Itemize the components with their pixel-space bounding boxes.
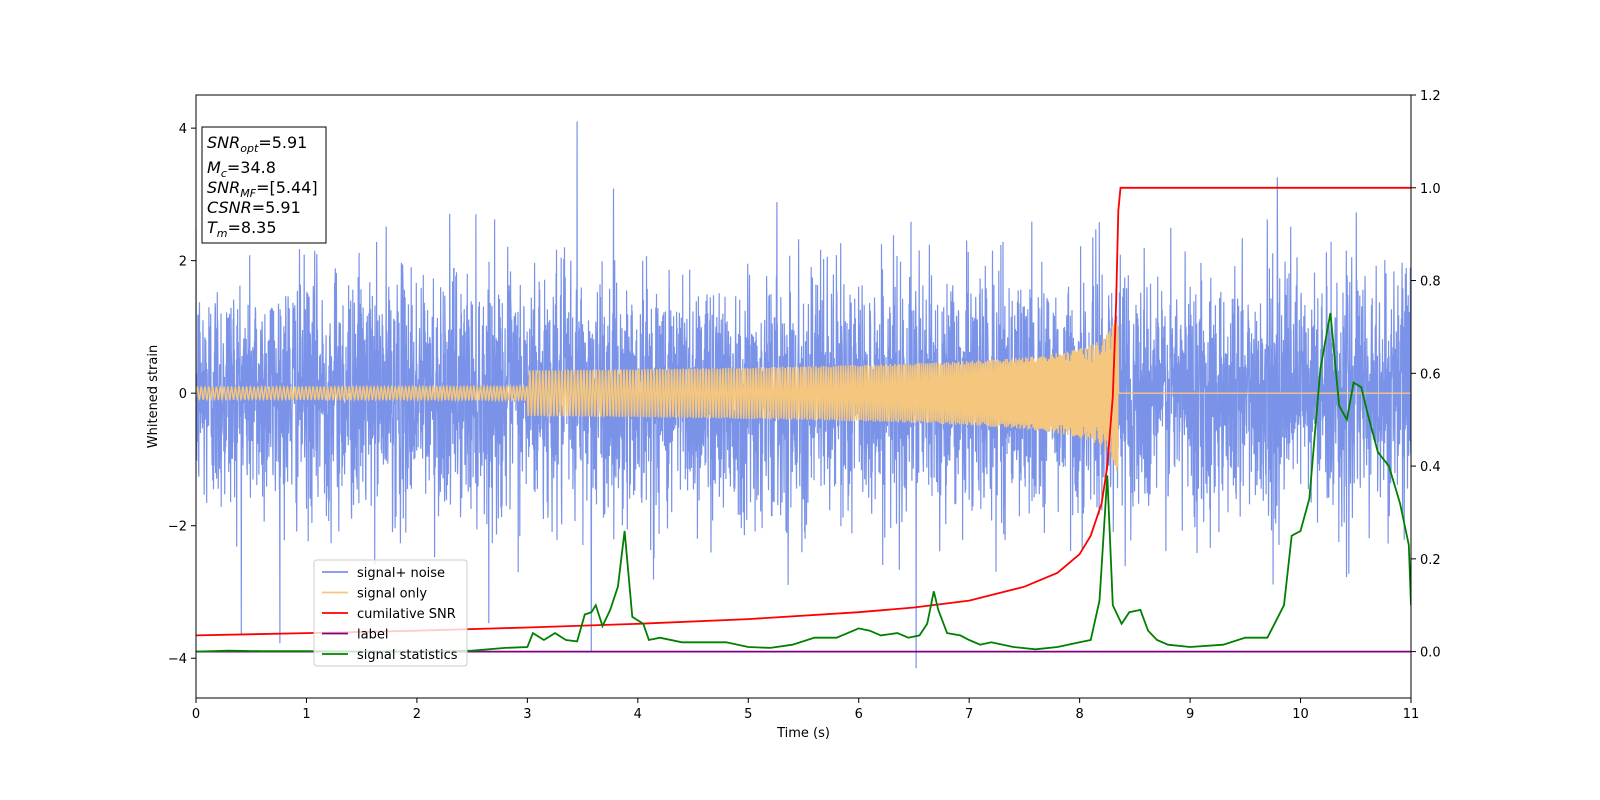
legend-entry-label: label — [357, 628, 388, 643]
x-tick-label: 3 — [523, 707, 531, 722]
legend-entry-label: cumilative SNR — [357, 607, 456, 622]
axes: 0 1 2 3 4 5 6 7 8 9 10 11 4 2 0 −2 −4 1.2 1.0 0.8 0.6 0.4 0.2 0… — [168, 89, 1441, 722]
x-tick-label: 10 — [1292, 707, 1309, 722]
x-tick-label: 1 — [302, 707, 310, 722]
x-tick-label: 9 — [1186, 707, 1194, 722]
y-axis-label: Whitened strain — [146, 345, 161, 448]
x-tick-label: 0 — [192, 707, 200, 722]
annotation-box: SNRopt=5.91 Mc=34.8SNRMF=[5.44]CSNR=5.91T… — [201, 126, 327, 244]
annotation-line: SNRopt=5.91 — [207, 133, 307, 155]
annotation-line: CSNR=5.91 — [207, 198, 301, 217]
y-left-tick-label: 4 — [179, 122, 187, 137]
y-left-tick-label: −2 — [168, 520, 187, 535]
y-right-tick-label: 0.4 — [1420, 460, 1441, 475]
x-tick-label: 11 — [1403, 707, 1420, 722]
x-axis-label: Time (s) — [776, 726, 830, 741]
annotation-line: SNRMF=[5.44] — [207, 178, 318, 200]
x-tick-label: 5 — [744, 707, 752, 722]
legend-entry-label: signal only — [357, 587, 427, 602]
series-cumilative-snr-line — [196, 186, 1411, 637]
legend-entry-label: signal+ noise — [357, 566, 445, 581]
plot-frame — [195, 94, 1412, 699]
annotation-line: Mc=34.8 — [207, 158, 276, 180]
y-right-tick-label: 0.8 — [1420, 275, 1441, 290]
y-right-tick-label: 1.2 — [1420, 89, 1441, 104]
y-right-tick-label: 0.0 — [1420, 646, 1441, 661]
legend-entry-label: signal statistics — [357, 648, 458, 663]
series-signal-only-line — [196, 319, 1411, 472]
annotation-frame — [201, 126, 327, 244]
series-signal-noise-line — [196, 121, 1411, 669]
y-right-tick-label: 0.6 — [1420, 367, 1441, 382]
x-tick-label: 2 — [413, 707, 421, 722]
annotation-line: Tm=8.35 — [207, 218, 277, 240]
y-right-tick-label: 1.0 — [1420, 182, 1441, 197]
x-tick-label: 7 — [965, 707, 973, 722]
x-tick-label: 6 — [855, 707, 863, 722]
y-left-tick-label: 0 — [179, 387, 187, 402]
legend-frame — [313, 559, 468, 667]
x-tick-label: 4 — [634, 707, 642, 722]
series-signal-statistics-line — [196, 312, 1411, 653]
y-left-tick-label: 2 — [179, 255, 187, 270]
legend: signal+ noise signal only cumilative SNR la… — [313, 559, 468, 667]
x-tick-label: 8 — [1075, 707, 1083, 722]
y-left-tick-label: −4 — [168, 652, 187, 667]
y-right-tick-label: 0.2 — [1420, 553, 1441, 568]
